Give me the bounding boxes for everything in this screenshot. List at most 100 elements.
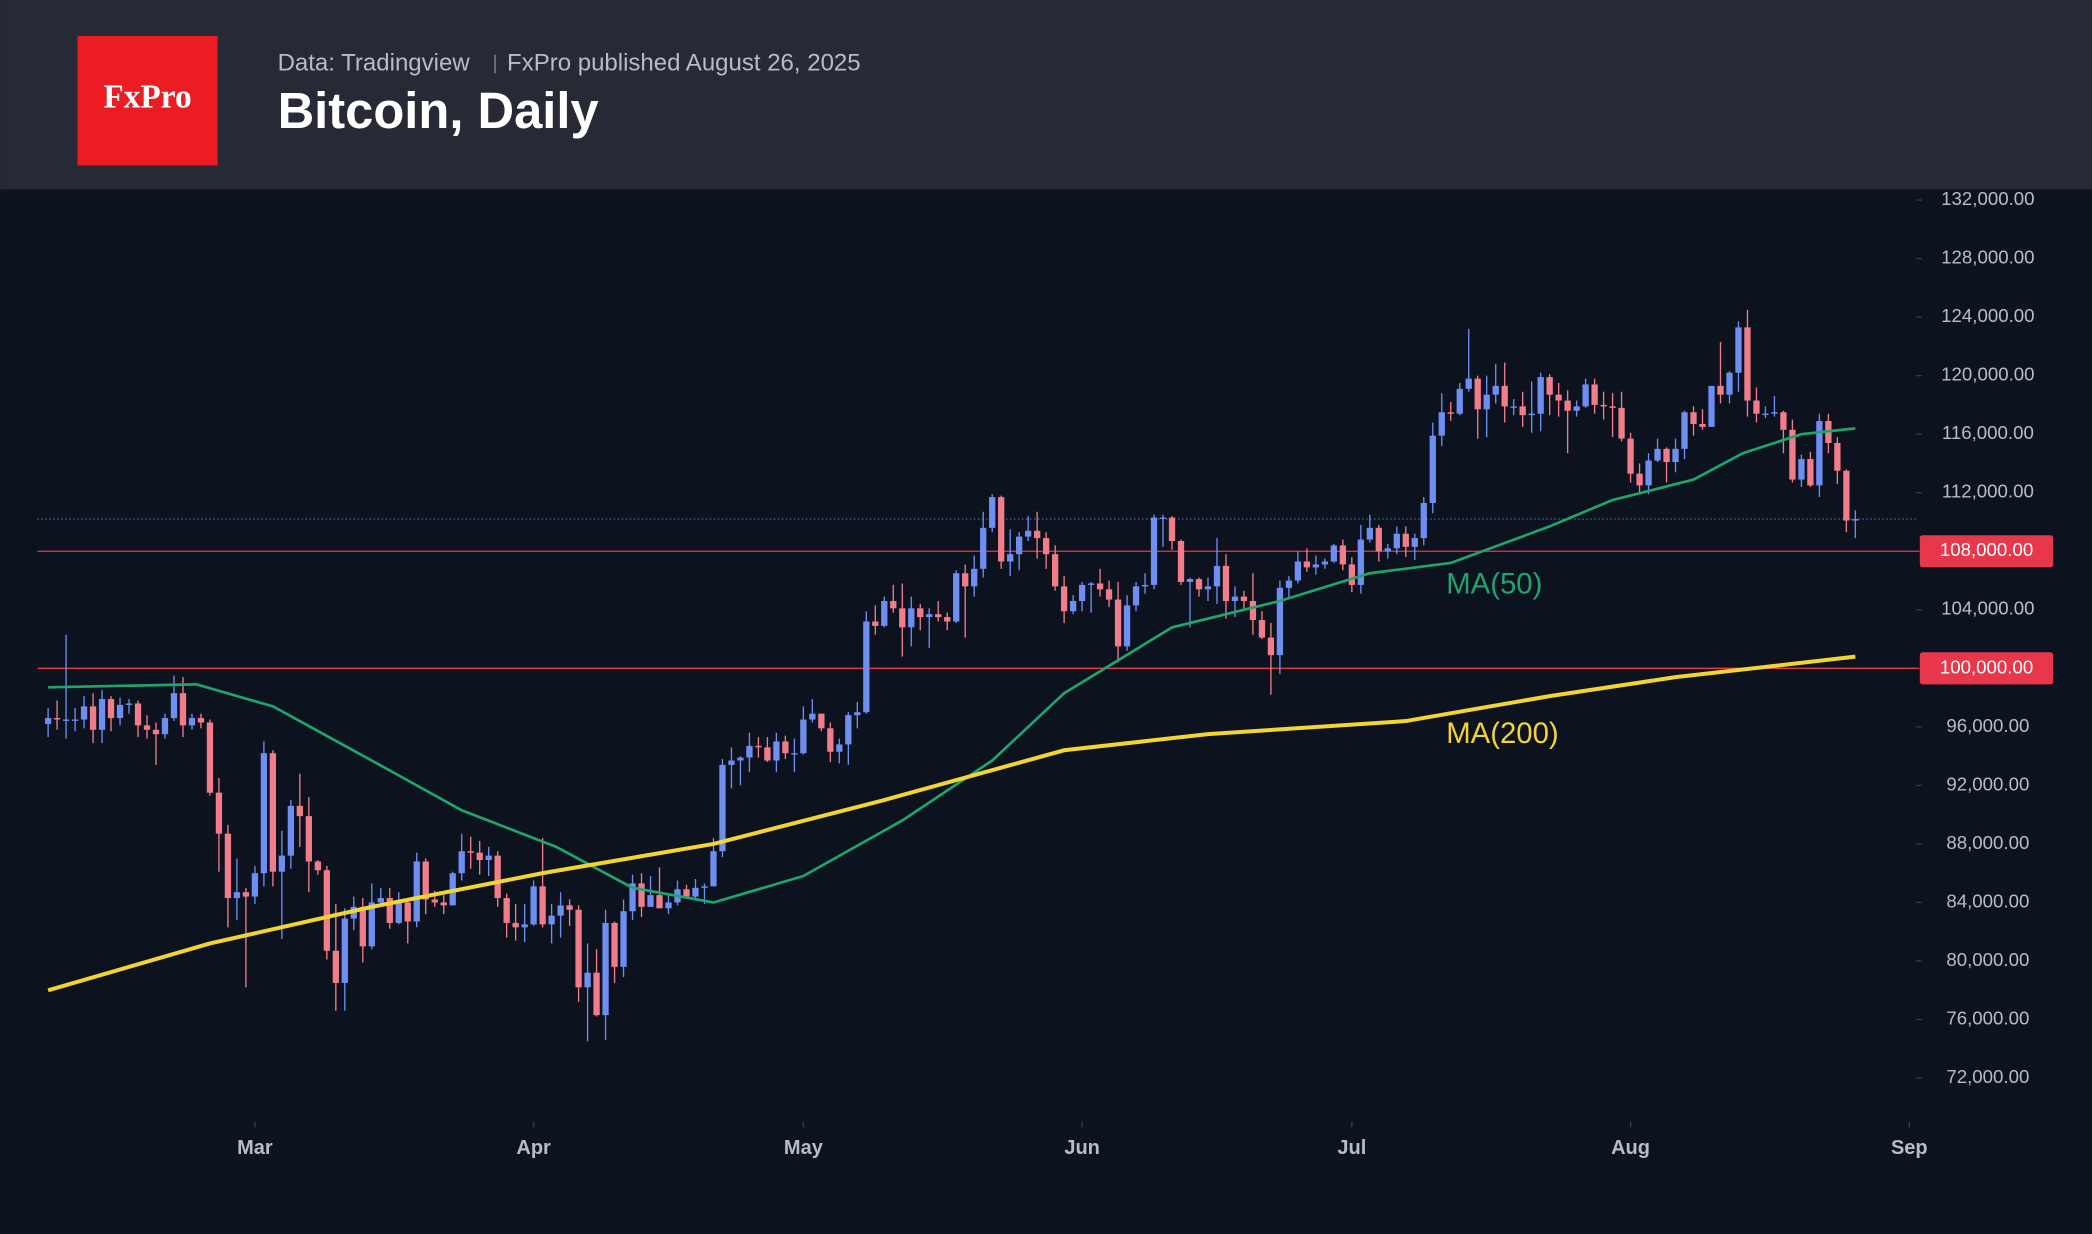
candle-body xyxy=(80,706,88,720)
candle-body xyxy=(989,497,996,528)
candle-body xyxy=(1312,564,1320,568)
candle-body xyxy=(1321,561,1329,565)
y-tick-label: 104,000.00 xyxy=(1941,598,2034,619)
candle-body xyxy=(791,753,798,755)
candle-body xyxy=(1249,601,1257,621)
candle-body xyxy=(359,906,366,947)
candle-body xyxy=(1222,565,1230,602)
candle-body xyxy=(1348,564,1355,585)
candle-body xyxy=(1627,438,1634,474)
candle-body xyxy=(179,693,187,726)
y-tick-label: 96,000.00 xyxy=(1946,715,2029,736)
candle-body xyxy=(1285,580,1293,588)
candle-body xyxy=(1105,589,1113,600)
candle-body xyxy=(755,745,762,748)
candle-body xyxy=(1564,400,1571,411)
candle-body xyxy=(53,718,61,720)
candle-body xyxy=(107,699,115,719)
candle-body xyxy=(458,851,465,874)
candle-body xyxy=(1429,435,1436,503)
y-tick-label: 120,000.00 xyxy=(1941,364,2034,385)
candle-body xyxy=(1456,388,1463,414)
candle-body xyxy=(953,573,960,622)
level-label-box xyxy=(1919,535,2054,568)
candle-body xyxy=(494,855,501,899)
candle-body xyxy=(1168,517,1176,542)
candle-body xyxy=(1618,407,1625,439)
candle-body xyxy=(827,728,834,752)
candle-body xyxy=(1060,586,1068,612)
candle-body xyxy=(998,497,1005,562)
candle-body xyxy=(485,855,492,861)
candle-body xyxy=(638,883,645,907)
y-tick-label: 124,000.00 xyxy=(1941,305,2034,326)
candle-body xyxy=(1051,554,1059,587)
candle-body xyxy=(1465,378,1472,389)
candle-body xyxy=(629,883,636,912)
ma-line xyxy=(48,427,1856,904)
candle-body xyxy=(863,621,870,713)
candle-body xyxy=(1798,459,1805,480)
candle-body xyxy=(467,851,474,853)
candle-body xyxy=(1771,412,1778,414)
candle-body xyxy=(1654,448,1661,461)
level-label-box xyxy=(1919,652,2054,685)
candle-body xyxy=(323,870,330,951)
candle-body xyxy=(1267,637,1275,656)
candle-body xyxy=(512,922,519,928)
y-tick-label: 92,000.00 xyxy=(1946,773,2029,794)
candle-body xyxy=(944,617,951,622)
candle-body xyxy=(233,892,241,899)
candle-body xyxy=(215,792,223,834)
candle-body xyxy=(476,852,483,861)
candle-body xyxy=(1114,599,1122,647)
candle-body xyxy=(1636,473,1643,486)
level-label: 108,000.00 xyxy=(1940,539,2033,560)
candle-body xyxy=(1843,470,1850,521)
candle-body xyxy=(1303,561,1311,568)
candle-body xyxy=(1034,530,1041,539)
candle-body xyxy=(1537,377,1544,414)
candle-body xyxy=(98,699,106,730)
candle-body xyxy=(1069,601,1077,612)
candle-body xyxy=(242,892,250,897)
candle-body xyxy=(287,805,295,856)
candle-body xyxy=(521,924,528,928)
candle-body xyxy=(143,725,151,730)
publisher: FxPro published August 26, 2025 xyxy=(507,49,861,76)
x-tick-label: Mar xyxy=(237,1137,273,1159)
candle-body xyxy=(1150,517,1158,585)
candle-body xyxy=(935,614,942,618)
candle-body xyxy=(1519,406,1526,416)
candle-body xyxy=(665,902,672,909)
y-tick-label: 84,000.00 xyxy=(1946,890,2029,911)
candle-body xyxy=(656,895,663,909)
candle-body xyxy=(683,889,690,897)
candle-body xyxy=(134,703,142,726)
candle-body xyxy=(647,895,654,907)
candle-body xyxy=(836,744,843,752)
candle-body xyxy=(332,950,339,983)
x-tick-label: Jun xyxy=(1064,1137,1100,1159)
candle-body xyxy=(701,886,708,888)
candle-body xyxy=(845,715,852,745)
candle-body xyxy=(1016,536,1023,555)
logo xyxy=(77,36,218,166)
candle-body xyxy=(737,757,744,761)
candle-body xyxy=(710,851,717,887)
candle-body xyxy=(1123,605,1131,647)
y-tick-label: 88,000.00 xyxy=(1946,832,2029,853)
candle-body xyxy=(1177,541,1185,582)
candle-body xyxy=(278,855,286,872)
candle-body xyxy=(1402,533,1409,547)
y-tick-label: 72,000.00 xyxy=(1946,1066,2029,1087)
candle-body xyxy=(728,760,735,765)
candle-body xyxy=(971,568,978,587)
header-band xyxy=(0,0,2092,190)
candle-body xyxy=(917,608,924,618)
candle-body xyxy=(1699,423,1706,427)
candle-body xyxy=(1681,412,1688,449)
candle-body xyxy=(1582,384,1589,407)
y-tick-label: 80,000.00 xyxy=(1946,949,2029,970)
